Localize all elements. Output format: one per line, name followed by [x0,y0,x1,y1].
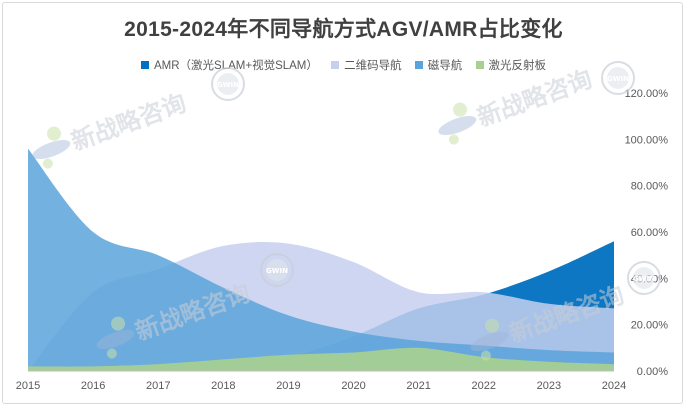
svg-text:新战略咨询: 新战略咨询 [68,89,190,156]
y-tick-label: 60.00% [631,227,669,239]
x-tick-label: 2024 [602,380,626,392]
area-series-reflector[interactable] [28,347,614,371]
legend-item-qrcode[interactable]: 二维码导航 [331,57,402,73]
watermark-badge: GWIN [211,67,245,101]
legend-label-amr: AMR（激光SLAM+视觉SLAM） [153,60,318,72]
legend-swatch-reflector [475,61,484,69]
y-tick-label: 80.00% [631,181,669,193]
legend-item-amr[interactable]: AMR（激光SLAM+视觉SLAM） [140,57,318,73]
legend-label-qrcode: 二维码导航 [344,60,402,72]
watermark-badge: GWIN [260,253,294,287]
x-tick-label: 2016 [81,380,105,392]
x-tick-label: 2023 [537,380,561,392]
svg-text:GWIN: GWIN [266,267,288,275]
area-series-magnetic[interactable] [28,148,614,371]
svg-text:GWIN: GWIN [217,81,239,89]
watermark-badge: GWIN [627,261,661,295]
legend-swatch-magnetic [414,61,423,69]
legend-label-magnetic: 磁导航 [427,60,463,72]
x-tick-label: 2017 [146,380,170,392]
svg-text:新战略咨询: 新战略咨询 [474,65,596,132]
y-tick-label: 100.00% [625,134,669,146]
legend-item-reflector[interactable]: 激光反射板 [475,57,547,73]
x-tick-label: 2018 [211,380,235,392]
svg-text:GWIN: GWIN [607,75,629,83]
legend-swatch-qrcode [331,61,340,69]
watermark-badge: GWIN [601,61,635,95]
watermark-mark: 新战略咨询 [32,89,190,169]
x-tick-label: 2020 [341,380,365,392]
y-tick-label: 20.00% [631,320,669,332]
chart-legend: AMR（激光SLAM+视觉SLAM） 二维码导航 磁导航 激光反射板 [0,57,687,73]
legend-item-magnetic[interactable]: 磁导航 [414,57,463,73]
y-axis-tick-labels: 0.00%20.00%40.00%60.00%80.00%100.00%120.… [625,88,669,378]
legend-swatch-amr [140,61,149,69]
legend-label-reflector: 激光反射板 [488,60,547,72]
x-axis-tick-labels: 2015 2016 2017 2018 2019 2020 2021 2022 2023 2024 [16,380,626,392]
chart-title: 2015-2024年不同导航方式AGV/AMR占比变化 [124,18,563,41]
area-series-group [28,148,614,371]
svg-text:GWIN: GWIN [633,275,655,283]
x-tick-label: 2019 [276,380,300,392]
y-tick-label: 0.00% [637,366,668,378]
x-tick-label: 2021 [406,380,430,392]
y-tick-label: 120.00% [625,88,669,100]
x-tick-label: 2015 [16,380,40,392]
x-tick-label: 2022 [472,380,496,392]
watermark-mark: 新战略咨询 [438,65,596,145]
